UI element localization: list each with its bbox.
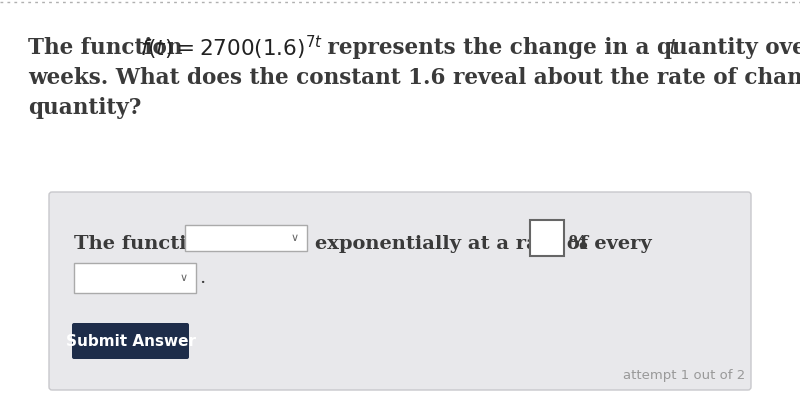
Text: ∨: ∨: [180, 273, 188, 283]
Bar: [530, 220, 564, 256]
Text: exponentially at a rate of: exponentially at a rate of: [315, 235, 588, 253]
Bar: [185, 225, 307, 251]
Text: The function is: The function is: [74, 235, 238, 253]
Text: $t$: $t$: [668, 37, 679, 59]
Text: Submit Answer: Submit Answer: [66, 334, 195, 348]
Bar: [74, 263, 196, 293]
Text: represents the change in a quantity over: represents the change in a quantity over: [320, 37, 800, 59]
Text: weeks. What does the constant 1.6 reveal about the rate of change of the: weeks. What does the constant 1.6 reveal…: [28, 67, 800, 89]
FancyBboxPatch shape: [72, 323, 189, 359]
Text: attempt 1 out of 2: attempt 1 out of 2: [622, 368, 745, 382]
Text: .: .: [199, 269, 206, 287]
Text: quantity?: quantity?: [28, 97, 142, 119]
Text: % every: % every: [569, 235, 652, 253]
Text: The function: The function: [28, 37, 190, 59]
Text: ∨: ∨: [291, 233, 299, 243]
FancyBboxPatch shape: [49, 192, 751, 390]
Text: $f(t) = 2700(1.6)^{7t}$: $f(t) = 2700(1.6)^{7t}$: [140, 34, 323, 62]
